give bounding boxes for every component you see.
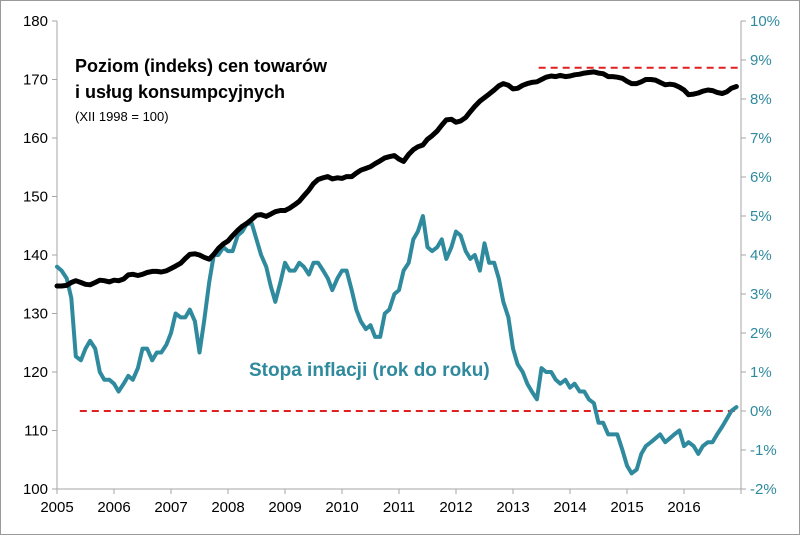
reference-lines — [79, 66, 741, 412]
x-tick-label: 2008 — [211, 499, 244, 516]
y-right-tick-label: -1% — [750, 442, 777, 459]
x-tick-label: 2012 — [439, 499, 472, 516]
y-right-tick-label: 7% — [750, 130, 772, 147]
y-left-tick-label: 170 — [23, 72, 48, 89]
y-right-tick-label: 3% — [750, 286, 772, 303]
x-tick-label: 2016 — [667, 499, 700, 516]
y-right-tick-label: 4% — [750, 247, 772, 264]
y-left-tick-label: 150 — [23, 189, 48, 206]
y-right-tick-label: -2% — [750, 481, 777, 498]
y-left-tick-label: 120 — [23, 364, 48, 381]
x-tick-labels: 2005 2006 2007 2008 2009 2010 2011 2012 2013 2014… — [40, 499, 700, 516]
y-left-tick-label: 110 — [24, 423, 48, 440]
x-tick-label: 2006 — [97, 499, 130, 516]
price-index-line — [54, 69, 739, 289]
chart-title-line-2: i usług konsumpcyjnych — [75, 82, 285, 102]
y-right-tick-label: 0% — [750, 403, 772, 420]
chart-subtitle: (XII 1998 = 100) — [75, 109, 169, 124]
y-left-tick-label: 100 — [23, 481, 48, 498]
chart-title-line-1: Poziom (indeks) cen towarów — [75, 56, 328, 76]
y-left-tick-label: 180 — [23, 13, 48, 30]
x-tick-label: 2013 — [496, 499, 529, 516]
axes — [52, 20, 746, 494]
inflation-rate-line — [55, 214, 739, 476]
y-left-tick-labels: 100 110 120 130 140 150 160 170 180 — [23, 13, 48, 498]
y-left-tick-label: 160 — [23, 130, 48, 147]
y-right-tick-label: 9% — [750, 52, 772, 69]
x-tick-label: 2015 — [610, 499, 643, 516]
y-right-tick-label: 2% — [750, 325, 772, 342]
x-tick-label: 2007 — [154, 499, 187, 516]
y-right-tick-label: 5% — [750, 208, 772, 225]
y-right-tick-label: 1% — [750, 364, 772, 381]
y-right-tick-label: 8% — [750, 91, 772, 108]
y-right-tick-label: 10% — [750, 13, 780, 30]
y-left-tick-label: 130 — [23, 306, 48, 323]
x-tick-label: 2014 — [553, 499, 586, 516]
y-left-tick-label: 140 — [23, 247, 48, 264]
x-tick-label: 2010 — [325, 499, 358, 516]
x-tick-label: 2011 — [383, 499, 415, 516]
x-tick-label: 2005 — [40, 499, 73, 516]
x-tick-label: 2009 — [268, 499, 301, 516]
y-right-tick-label: 6% — [750, 169, 772, 186]
inflation-annotation: Stopa inflacji (rok do roku) — [249, 360, 490, 381]
series-lines — [54, 69, 739, 476]
y-right-tick-labels: -2% -1% 0% 1% 2% 3% 4% 5% 6% 7% 8% 9% 10% — [750, 13, 780, 498]
